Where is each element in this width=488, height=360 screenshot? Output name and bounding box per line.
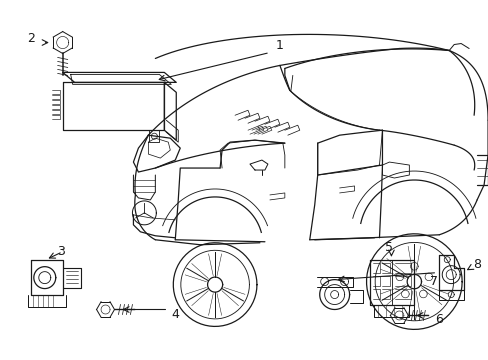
Text: 5: 5 bbox=[385, 241, 393, 254]
Text: 2: 2 bbox=[27, 32, 35, 45]
Text: 3: 3 bbox=[57, 245, 64, 258]
Text: 1: 1 bbox=[275, 39, 283, 52]
Text: 7: 7 bbox=[429, 275, 437, 288]
Text: 8: 8 bbox=[472, 258, 480, 271]
Text: 4: 4 bbox=[171, 308, 179, 321]
Text: 6: 6 bbox=[434, 313, 442, 326]
